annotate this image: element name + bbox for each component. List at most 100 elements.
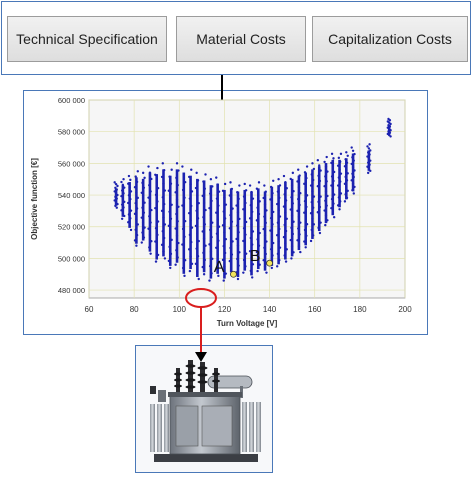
- data-point: [345, 196, 349, 200]
- data-point: [228, 194, 231, 197]
- data-point: [141, 221, 145, 224]
- y-axis-label: Objective function [€]: [30, 158, 39, 240]
- data-point: [330, 152, 334, 156]
- data-point-cluster: [209, 185, 213, 279]
- data-point: [283, 193, 286, 196]
- data-point: [289, 177, 292, 181]
- data-point: [242, 258, 246, 262]
- data-point: [217, 225, 221, 228]
- data-column: [336, 152, 343, 211]
- result-flow-arrow: [195, 307, 207, 362]
- data-point: [230, 253, 234, 256]
- data-point: [114, 192, 118, 195]
- data-point: [352, 175, 355, 179]
- data-point-cluster: [331, 159, 335, 216]
- data-column: [181, 165, 187, 278]
- data-point: [249, 204, 253, 207]
- data-point: [324, 214, 328, 217]
- data-point: [221, 258, 225, 262]
- data-point-cluster: [196, 178, 199, 277]
- data-point: [215, 267, 219, 271]
- data-point: [303, 228, 307, 232]
- data-point: [127, 194, 131, 197]
- data-point: [170, 238, 173, 242]
- data-point: [326, 219, 329, 222]
- data-point-cluster: [223, 189, 226, 279]
- data-point: [336, 204, 340, 207]
- data-point: [278, 246, 282, 249]
- data-point: [366, 165, 369, 168]
- data-point: [309, 212, 313, 215]
- data-point: [140, 241, 143, 244]
- data-point-cluster: [182, 172, 186, 274]
- data-column: [248, 184, 255, 279]
- data-point: [269, 229, 272, 232]
- data-point: [154, 193, 158, 197]
- data-point: [318, 179, 322, 183]
- data-point: [237, 231, 240, 234]
- data-point: [129, 217, 132, 220]
- data-point: [303, 182, 306, 186]
- data-point: [297, 168, 300, 171]
- data-point: [135, 233, 139, 237]
- data-point: [318, 190, 321, 193]
- data-point: [116, 184, 119, 188]
- data-point: [323, 209, 326, 212]
- x-tick-label: 120: [218, 305, 232, 314]
- data-point: [127, 174, 131, 178]
- data-point: [257, 244, 261, 247]
- data-point: [208, 228, 212, 232]
- data-point: [255, 250, 259, 254]
- data-point: [388, 119, 392, 122]
- data-point: [167, 259, 171, 263]
- data-point: [197, 239, 200, 243]
- data-point: [215, 232, 219, 235]
- x-tick-label: 180: [353, 305, 367, 314]
- technical-specification-button[interactable]: Technical Specification: [7, 16, 167, 62]
- data-point-cluster: [141, 178, 145, 241]
- data-point: [196, 255, 200, 258]
- data-point: [282, 174, 286, 178]
- data-point: [223, 217, 227, 220]
- data-point: [303, 211, 306, 214]
- data-point: [264, 221, 267, 225]
- material-costs-button[interactable]: Material Costs: [176, 16, 306, 62]
- data-point: [276, 202, 279, 206]
- data-point: [276, 252, 280, 256]
- data-column: [120, 178, 126, 220]
- data-point: [155, 247, 158, 250]
- data-point: [113, 199, 116, 202]
- data-point: [222, 210, 225, 213]
- data-point: [236, 224, 239, 227]
- data-point: [230, 200, 233, 204]
- data-point: [231, 240, 234, 243]
- data-point-cluster: [297, 175, 301, 251]
- annotation-marker: [266, 259, 273, 267]
- data-point: [175, 249, 178, 252]
- data-point: [316, 185, 320, 188]
- data-point: [217, 239, 220, 242]
- data-point: [188, 233, 192, 237]
- data-column: [262, 184, 268, 274]
- capitalization-costs-button[interactable]: Capitalization Costs: [312, 16, 468, 62]
- data-point: [215, 246, 218, 249]
- data-point: [251, 243, 254, 246]
- data-point: [149, 252, 152, 255]
- data-point: [323, 185, 326, 188]
- data-point: [236, 211, 240, 214]
- data-point: [243, 182, 246, 186]
- data-point: [256, 238, 259, 241]
- data-point: [338, 208, 341, 211]
- data-point: [183, 235, 186, 238]
- data-point: [215, 211, 218, 214]
- data-point: [296, 209, 299, 213]
- data-point: [389, 135, 392, 138]
- data-point: [202, 237, 206, 240]
- data-point: [345, 179, 349, 182]
- data-point: [248, 249, 252, 253]
- data-point: [323, 160, 326, 164]
- data-point-cluster: [284, 182, 287, 260]
- data-point: [115, 197, 118, 200]
- data-point: [223, 251, 227, 255]
- data-point: [221, 224, 225, 227]
